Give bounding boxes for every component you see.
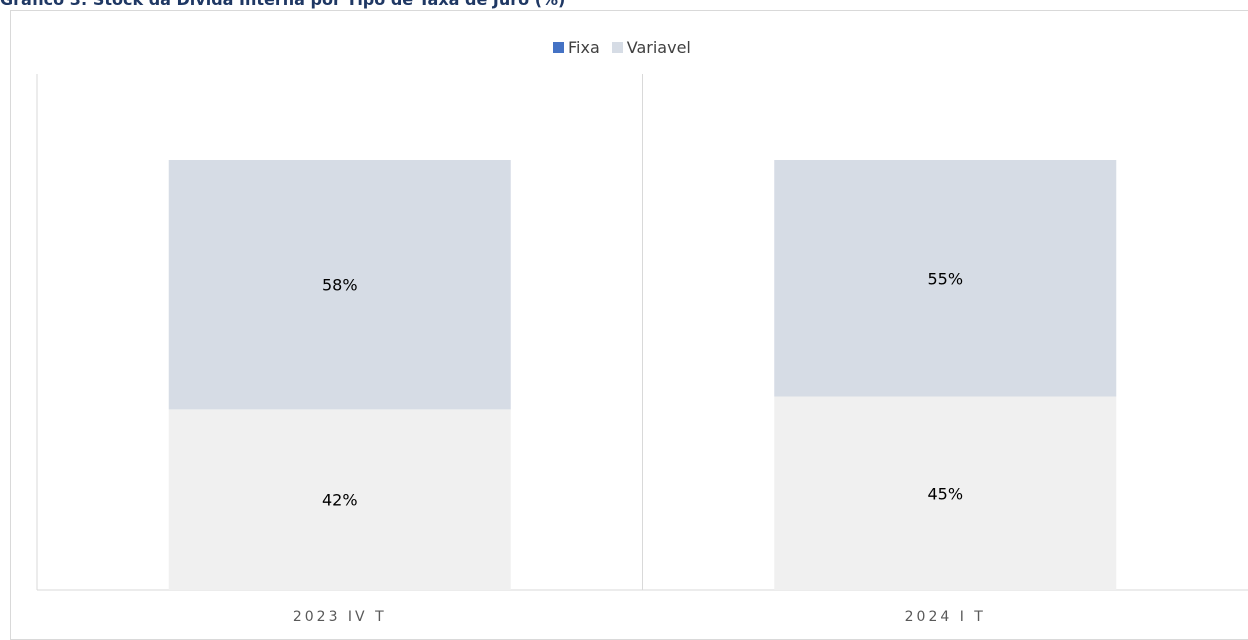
bar-fixa-1 (168, 409, 511, 590)
legend-label-fixa: Fixa (568, 38, 600, 57)
bar-variavel-1 (168, 160, 511, 410)
category-label-1: 2023 IV T (293, 609, 387, 625)
legend-swatch-variavel (611, 42, 623, 53)
legend-item-fixa: Fixa (553, 38, 600, 57)
bar-fixa-2 (774, 396, 1117, 590)
legend: Fixa Variavel (553, 38, 703, 57)
legend-item-variavel: Variavel (611, 38, 691, 57)
category-label-2: 2024 I T (905, 609, 986, 625)
data-label-fixa-1: 42% (322, 491, 358, 510)
chart-title: Gráfico 3: Stock da Dívida Interna por T… (0, 0, 565, 9)
data-label-variavel-2: 55% (927, 269, 963, 288)
legend-swatch-fixa (553, 42, 564, 53)
bar-variavel-2 (774, 160, 1117, 397)
data-label-fixa-2: 45% (927, 484, 963, 503)
legend-label-variavel: Variavel (626, 38, 691, 57)
data-label-variavel-1: 58% (322, 276, 358, 295)
chart-plot: 42% 58% 2023 IV T 45% 55% 2024 I T (36, 74, 1248, 625)
